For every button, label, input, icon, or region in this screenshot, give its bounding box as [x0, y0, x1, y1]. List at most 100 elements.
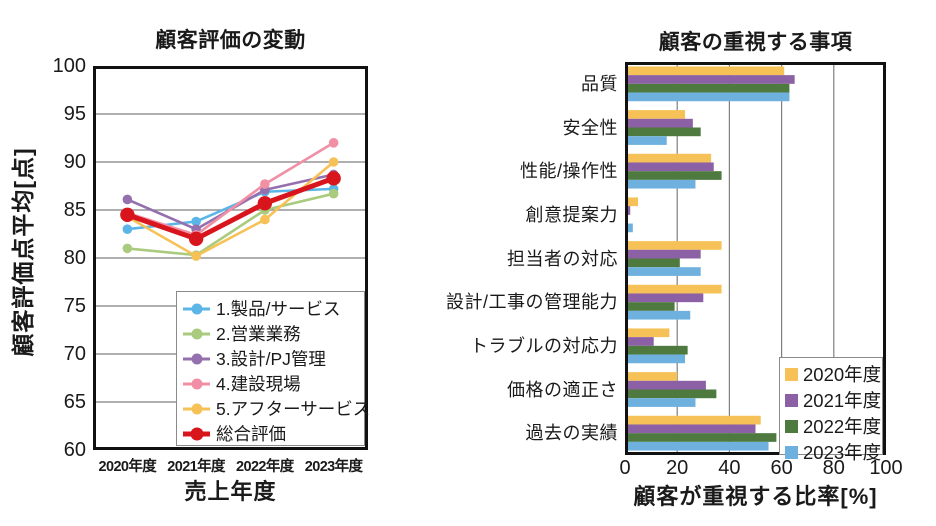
legend-item-1: 2020年度 [785, 361, 881, 387]
x-tick-label: 20 [666, 457, 689, 479]
category-label: 性能/操作性 [519, 161, 618, 182]
bar-2021年度-安全性 [625, 118, 693, 128]
legend-swatch-icon [785, 393, 798, 407]
y-tick-label: 80 [63, 247, 86, 269]
legend-swatch-icon [785, 445, 798, 459]
legend-dot [191, 353, 202, 364]
bar-2021年度-価格の適正さ [625, 380, 706, 390]
series-line-6 [124, 175, 337, 242]
data-point [257, 196, 273, 211]
bar-2022年度-安全性 [625, 127, 701, 137]
series-line-4 [126, 141, 335, 237]
bar-2022年度-トラブルの対応力 [625, 345, 688, 355]
category-label: 品質 [581, 73, 618, 94]
legend-label: 4.建設現場 [216, 374, 301, 394]
y-tick-label: 75 [63, 295, 86, 317]
line-chart-section: 顧客評価の変動 顧客評価点平均[点] 100 95 90 85 80 75 70 65 60 2… [10, 29, 370, 504]
legend-item-2: 2021年度 [785, 387, 881, 413]
line-plot-area [93, 66, 368, 450]
line-chart-legend: 1.製品/サービス 2.営業業務 3.設計/PJ管理 4.建設現場 5.アフターサービス… [176, 291, 370, 446]
bar-2023年度-過去の実績 [625, 441, 769, 451]
bar-2021年度-品質 [625, 75, 795, 84]
bar-2023年度-価格の適正さ [625, 398, 696, 407]
bar-2021年度-性能/操作性 [625, 162, 714, 172]
line-chart-title: 顧客評価の変動 [155, 29, 306, 52]
legend-dot [191, 328, 202, 339]
legend-label: 1.製品/サービス [216, 299, 341, 319]
x-tick-label: 2023年度 [304, 459, 363, 475]
bar-chart-x-axis-title: 顧客が重視する比率[%] [633, 484, 878, 509]
data-point [326, 171, 341, 186]
data-point [120, 207, 135, 222]
x-tick-label: 2020年度 [98, 459, 157, 475]
legend-label: 2023年度 [803, 442, 882, 463]
data-point [260, 214, 270, 225]
bar-2021年度-トラブルの対応力 [625, 337, 654, 346]
x-tick-label: 0 [619, 457, 631, 479]
bar-2023年度-性能/操作性 [625, 179, 696, 189]
data-point [328, 138, 339, 148]
legend-dot [191, 403, 202, 414]
bar-2022年度-設計/工事の管理能力 [625, 302, 675, 311]
legend-marker-icon [183, 401, 210, 416]
x-tick-label: 60 [770, 457, 793, 479]
legend-label: 3.設計/PJ管理 [216, 349, 326, 369]
data-point [328, 188, 339, 199]
plot-border [625, 62, 886, 455]
legend-label: 2020年度 [803, 364, 882, 385]
x-tick-label: 80 [822, 457, 845, 479]
bar-2023年度-品質 [625, 92, 790, 102]
y-tick-label: 65 [63, 391, 86, 413]
x-tick-label: 40 [718, 457, 741, 479]
bar-2020年度-設計/工事の管理能力 [625, 284, 722, 294]
legend-item-1: 1.製品/サービス [183, 296, 358, 321]
bar-2020年度-性能/操作性 [625, 153, 712, 163]
data-point [328, 157, 339, 167]
bar-plot-area [625, 62, 886, 455]
bar-2022年度-性能/操作性 [625, 171, 722, 180]
legend-dot [191, 303, 202, 314]
legend-item-3: 3.設計/PJ管理 [183, 346, 358, 371]
legend-label: 総合評価 [216, 424, 286, 444]
legend-marker-icon [183, 426, 210, 441]
legend-marker-icon [183, 326, 210, 341]
bar-chart-section: 顧客の重視する事項 品質 安全性 性能/操作性 創意提案力 担当者の対応 設計/工事の管理… [446, 0, 936, 526]
data-point [191, 251, 201, 261]
legend-marker-icon [183, 301, 210, 316]
category-label: 安全性 [562, 117, 618, 138]
bar-2020年度-担当者の対応 [625, 241, 722, 250]
data-point [188, 231, 204, 246]
category-label: 創意提案力 [525, 204, 618, 225]
bar-2021年度-担当者の対応 [625, 249, 701, 259]
bar-2022年度-担当者の対応 [625, 258, 680, 268]
x-tick-label: 2021年度 [167, 459, 225, 475]
legend-label: 2.営業業務 [216, 324, 301, 344]
bar-2020年度-価格の適正さ [625, 372, 678, 381]
legend-item-2: 2.営業業務 [183, 321, 358, 346]
bar-2022年度-価格の適正さ [625, 389, 717, 399]
data-point [191, 216, 201, 227]
data-point [122, 194, 133, 205]
category-label: 過去の実績 [525, 423, 618, 444]
bar-2022年度-品質 [625, 83, 790, 93]
legend-marker-icon [183, 351, 210, 366]
data-point [260, 179, 270, 189]
category-label: 担当者の対応 [507, 248, 618, 269]
bar-2023年度-担当者の対応 [625, 267, 701, 276]
legend-label: 2022年度 [803, 416, 882, 437]
bar-2023年度-創意提案力 [625, 223, 633, 233]
y-tick-label: 90 [63, 151, 86, 173]
legend-marker-icon [183, 376, 210, 391]
plot-border [93, 66, 368, 450]
bar-2020年度-品質 [625, 66, 785, 76]
series-line-2 [126, 192, 335, 257]
bar-2021年度-過去の実績 [625, 424, 756, 434]
legend-item-6: 総合評価 [183, 421, 358, 446]
y-tick-label: 85 [63, 199, 86, 221]
x-tick-label: 2022年度 [236, 459, 294, 475]
bar-2020年度-創意提案力 [625, 197, 639, 207]
bar-2020年度-安全性 [625, 110, 686, 119]
category-label: 設計/工事の管理能力 [445, 292, 618, 313]
legend-item-5: 5.アフターサービス [183, 396, 370, 421]
